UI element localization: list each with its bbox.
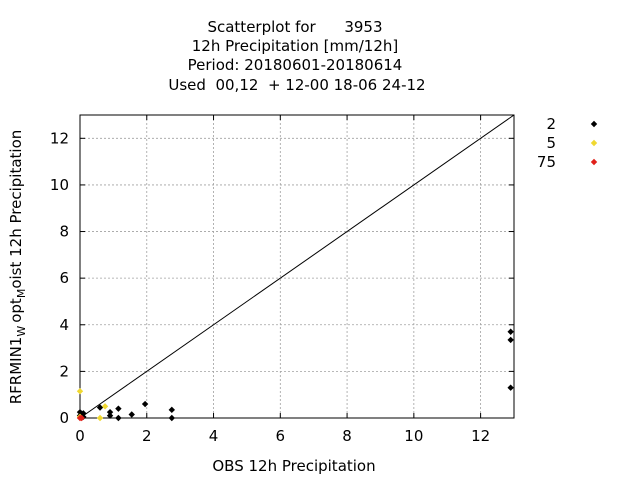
y-tick-label: 8 [59, 223, 69, 241]
y-label-sub-2: M [15, 289, 28, 299]
data-point-series-5 [101, 403, 109, 410]
y-tick-label: 10 [50, 176, 69, 194]
data-point-series-2 [128, 411, 135, 418]
data-point-series-2 [96, 404, 104, 411]
x-tick-label: 2 [142, 427, 152, 445]
legend-marker-75 [590, 158, 598, 166]
legend-marker-5 [590, 139, 598, 147]
x-tick-label: 10 [404, 427, 423, 445]
y-tick-label: 6 [59, 269, 69, 287]
y-tick-label: 12 [50, 129, 69, 147]
grid [80, 115, 514, 418]
x-tick-label: 8 [342, 427, 352, 445]
x-tick-label: 6 [276, 427, 286, 445]
title-line-2: 12h Precipitation [mm/12h] [192, 37, 398, 55]
y-label-part-2: opt [7, 298, 25, 323]
y-axis-ticks: 0 2 4 6 8 10 12 [50, 129, 514, 427]
data-point-series-5 [76, 387, 84, 395]
y-label-part-3: oist 12h Precipitation [7, 130, 25, 289]
data-point-series-5 [96, 414, 104, 422]
x-tick-label: 0 [75, 427, 85, 445]
data-point-series-2 [507, 328, 514, 335]
plot-frame [79, 114, 515, 419]
title-line-1: Scatterplot for 3953 [207, 18, 382, 36]
y-tick-label: 4 [59, 316, 69, 334]
legend-label-5: 5 [546, 134, 556, 152]
data-point-series-2 [115, 414, 122, 422]
title-line-3: Period: 20180601-20180614 [188, 56, 403, 74]
x-axis-ticks: 0 2 4 6 8 10 12 [75, 115, 490, 445]
data-point-series-2 [507, 336, 514, 344]
y-label-sub-1: W [15, 326, 28, 337]
legend-label-2: 2 [546, 115, 556, 133]
title-line-4: Used 00,12 + 12-00 18-06 24-12 [168, 76, 425, 94]
data-point-series-2 [115, 405, 122, 412]
data-points [76, 328, 514, 422]
data-point-series-2 [106, 408, 114, 416]
data-point-series-2 [106, 412, 114, 419]
y-label-part-1: RFRMIN1 [7, 337, 25, 405]
legend-label-75: 75 [537, 153, 556, 171]
data-point-series-2 [507, 384, 514, 391]
legend-marker-2 [590, 120, 598, 128]
y-axis-label: RFRMIN1WoptMoist 12h Precipitation [7, 130, 28, 405]
chart-title: Scatterplot for 3953 12h Precipitation [… [168, 18, 425, 94]
x-tick-label: 4 [209, 427, 219, 445]
data-point-series-2 [168, 414, 176, 422]
data-point-series-2 [168, 406, 176, 414]
x-axis-label: OBS 12h Precipitation [212, 457, 375, 475]
reference-line-1-to-1 [79, 114, 515, 419]
x-tick-label: 12 [471, 427, 490, 445]
data-point-series-75 [78, 414, 85, 422]
y-tick-label: 0 [59, 409, 69, 427]
y-tick-label: 2 [59, 362, 69, 380]
data-point-series-2 [141, 400, 149, 408]
